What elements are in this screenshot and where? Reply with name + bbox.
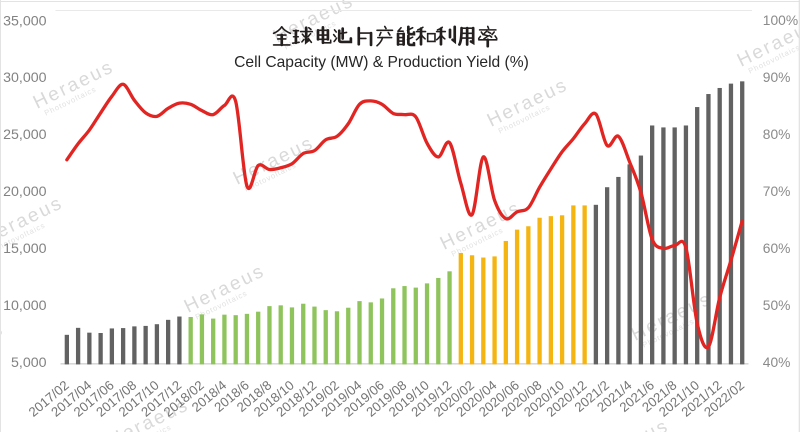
svg-text:90%: 90%: [763, 70, 791, 85]
svg-text:40%: 40%: [763, 355, 791, 370]
svg-text:60%: 60%: [763, 241, 791, 256]
svg-text:10,000: 10,000: [3, 298, 47, 314]
svg-text:80%: 80%: [763, 127, 791, 142]
svg-text:50%: 50%: [763, 298, 791, 313]
svg-text:20,000: 20,000: [3, 184, 47, 200]
svg-text:100%: 100%: [763, 13, 798, 28]
svg-text:15,000: 15,000: [3, 241, 47, 257]
svg-text:70%: 70%: [763, 184, 791, 199]
svg-text:Cell Capacity (MW) & Productio: Cell Capacity (MW) & Production Yield (%…: [234, 54, 529, 71]
svg-text:35,000: 35,000: [3, 13, 47, 29]
svg-text:25,000: 25,000: [3, 127, 47, 143]
svg-text:5,000: 5,000: [11, 355, 47, 371]
svg-text:30,000: 30,000: [3, 70, 47, 86]
